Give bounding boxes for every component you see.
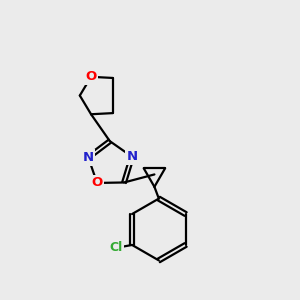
Text: N: N bbox=[83, 151, 94, 164]
Text: O: O bbox=[85, 70, 97, 83]
Text: O: O bbox=[92, 176, 103, 189]
Text: N: N bbox=[126, 150, 137, 163]
Text: Cl: Cl bbox=[109, 242, 122, 254]
